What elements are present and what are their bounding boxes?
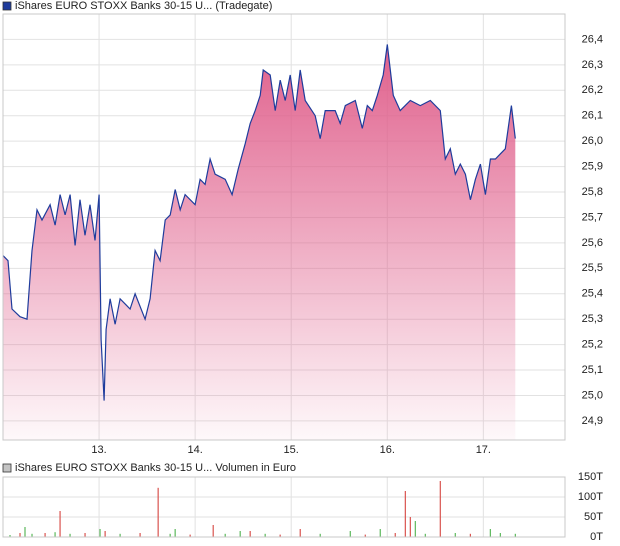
volume-bar <box>409 517 411 537</box>
volume-bar <box>264 533 266 537</box>
volume-bar <box>239 531 241 537</box>
plot-frame <box>2 476 566 538</box>
y-tick-label: 25,7 <box>582 211 603 223</box>
volume-bar <box>157 487 159 537</box>
legend-label: iShares EURO STOXX Banks 30-15 U... Volu… <box>15 462 296 474</box>
y-tick-label: 26,1 <box>582 110 603 122</box>
y-tick-label: 25,8 <box>582 186 603 198</box>
y-tick-label: 25,4 <box>582 288 603 300</box>
volume-bar <box>119 533 121 537</box>
volume-bar <box>31 533 33 537</box>
volume-bar <box>489 529 491 537</box>
volume-bar <box>54 532 56 537</box>
volume-bar <box>19 533 21 537</box>
legend-label: iShares EURO STOXX Banks 30-15 U... (Tra… <box>15 0 272 12</box>
y-tick-label: 25,6 <box>582 237 603 249</box>
y-tick-label: 26,0 <box>582 135 603 147</box>
volume-bar <box>394 533 396 537</box>
y-tick-label: 50T <box>584 511 603 523</box>
y-tick-label: 25,5 <box>582 262 603 274</box>
volume-bar <box>364 534 366 537</box>
legend-swatch <box>2 1 12 11</box>
volume-bar <box>279 534 281 537</box>
volume-bar <box>104 531 106 537</box>
volume-bar <box>469 533 471 537</box>
volume-bar <box>404 491 406 537</box>
y-tick-label: 0T <box>590 531 603 543</box>
volume-bar <box>439 481 441 537</box>
volume-bar <box>319 533 321 537</box>
volume-bar <box>24 527 26 537</box>
y-tick-label: 25,9 <box>582 161 603 173</box>
price-line <box>2 44 516 401</box>
volume-bar <box>84 533 86 537</box>
volume-bar <box>499 533 501 537</box>
volume-bar <box>414 521 416 537</box>
volume-bar <box>424 533 426 537</box>
volume-bar <box>169 533 171 537</box>
y-tick-label: 150T <box>578 471 603 483</box>
volume-bar <box>224 533 226 537</box>
volume-bar <box>514 533 516 537</box>
volume-bar <box>69 533 71 537</box>
plot-frame <box>2 13 566 441</box>
legend-swatch <box>2 463 12 473</box>
volume-bar <box>189 534 191 537</box>
volume-bar <box>174 529 176 537</box>
volume-bar <box>379 529 381 537</box>
y-tick-label: 25,2 <box>582 339 603 351</box>
x-tick-label: 17. <box>476 444 491 456</box>
volume-bar <box>99 529 101 537</box>
x-tick-label: 14. <box>187 444 202 456</box>
volume-bar <box>212 525 214 537</box>
y-tick-label: 26,3 <box>582 59 603 71</box>
volume-bar <box>349 531 351 537</box>
volume-bar <box>44 533 46 537</box>
volume-bar <box>299 529 301 537</box>
y-tick-label: 100T <box>578 491 603 503</box>
volume-bar <box>249 531 251 537</box>
volume-bar <box>9 535 11 537</box>
volume-bar <box>454 533 456 537</box>
y-tick-label: 25,1 <box>582 364 603 376</box>
x-tick-label: 15. <box>284 444 299 456</box>
x-tick-label: 16. <box>380 444 395 456</box>
price-area <box>3 44 516 440</box>
y-tick-label: 25,3 <box>582 313 603 325</box>
y-tick-label: 26,4 <box>582 33 603 45</box>
volume-bar <box>59 511 61 537</box>
y-tick-label: 25,0 <box>582 389 603 401</box>
x-tick-label: 13. <box>91 444 106 456</box>
y-tick-label: 26,2 <box>582 84 603 96</box>
y-tick-label: 24,9 <box>582 415 603 427</box>
volume-bar <box>139 533 141 537</box>
